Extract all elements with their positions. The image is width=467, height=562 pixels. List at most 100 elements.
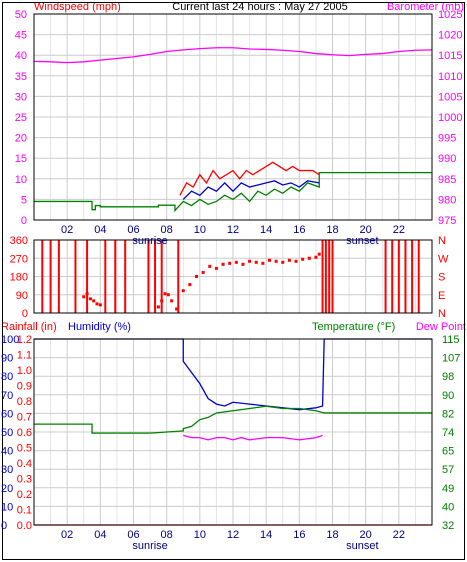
- wind-direction-point: [208, 264, 212, 268]
- barometer-tick-label: 990: [438, 153, 456, 165]
- barometer-tick-label: 1010: [438, 71, 462, 83]
- series-line-dew-point: [183, 434, 323, 441]
- wind-direction-point: [98, 303, 102, 307]
- wind-direction-point: [201, 270, 205, 274]
- windspeed-tick-label: 15: [15, 153, 27, 165]
- hour-tick-label: 04: [94, 529, 106, 541]
- humidity-tick-label: 80: [1, 371, 13, 383]
- temperature-tick-label: 98: [442, 371, 454, 383]
- wind-direction-point: [294, 259, 298, 263]
- humidity-axis-title: Humidity (%): [68, 321, 131, 333]
- windspeed-tick-label: 35: [15, 71, 27, 83]
- rainfall-tick-label: 1.1: [17, 350, 32, 362]
- rainfall-tick-label: 1.2: [17, 334, 32, 346]
- hour-tick-label: 04: [94, 224, 106, 236]
- rainfall-tick-label: 0.1: [17, 505, 32, 517]
- humidity-tick-label: 50: [1, 427, 13, 439]
- wind-direction-point: [175, 307, 179, 311]
- wind-direction-point: [92, 299, 96, 303]
- windspeed-tick-label: 20: [15, 133, 27, 145]
- windspeed-tick-label: 40: [15, 50, 27, 62]
- grid-layer: [34, 13, 432, 526]
- barometer-tick-label: 1020: [438, 30, 462, 42]
- hour-tick-label: 14: [260, 224, 272, 236]
- dew-point-axis-title: Dew Point: [416, 321, 466, 333]
- temperature-tick-label: 40: [442, 501, 454, 513]
- sunrise-label: sunrise: [132, 235, 167, 247]
- panel-frame-bot: [33, 338, 433, 526]
- direction-tick-label: 180: [10, 272, 28, 284]
- barometer-tick-label: 1000: [438, 112, 462, 124]
- rainfall-tick-label: 0.7: [17, 412, 32, 424]
- windspeed-tick-label: 25: [15, 112, 27, 124]
- rainfall-axis-title: Rainfall (in): [1, 321, 57, 333]
- hour-tick-label: 06: [127, 529, 139, 541]
- wind-direction-point: [156, 305, 160, 309]
- barometer-tick-label: 1015: [438, 50, 462, 62]
- series-line-humidity-: [34, 338, 432, 411]
- series-line-temperature-f-: [34, 405, 432, 434]
- wind-direction-point: [301, 257, 305, 261]
- humidity-tick-label: 70: [1, 390, 13, 402]
- barometer-tick-label: 980: [438, 194, 456, 206]
- humidity-tick-label: 30: [1, 464, 13, 476]
- windspeed-tick-label: 5: [21, 194, 27, 206]
- hour-tick-label: 20: [360, 529, 372, 541]
- rainfall-tick-label: 0.9: [17, 381, 32, 393]
- humidity-tick-label: 60: [1, 408, 13, 420]
- humidity-tick-label: 20: [1, 483, 13, 495]
- humidity-tick-label: 0: [1, 520, 7, 532]
- series-line-windspeed: [182, 180, 320, 200]
- panel-frame-top: [33, 13, 433, 221]
- wind-direction-point: [261, 261, 265, 265]
- wind-direction-point: [274, 259, 278, 263]
- wind-direction-point: [267, 258, 271, 262]
- wind-direction-point: [314, 255, 318, 259]
- hour-tick-label: 16: [293, 224, 305, 236]
- hour-tick-label: 08: [161, 224, 173, 236]
- wind-direction-point: [234, 260, 238, 264]
- rainfall-tick-label: 0.5: [17, 443, 32, 455]
- barometer-tick-label: 985: [438, 174, 456, 186]
- hour-tick-label: 14: [260, 529, 272, 541]
- hour-tick-label: 10: [194, 224, 206, 236]
- wind-direction-point: [170, 299, 174, 303]
- hour-tick-label: 06: [127, 224, 139, 236]
- windspeed-axis-title: Windspeed (mph): [34, 1, 121, 13]
- humidity-tick-label: 40: [1, 446, 13, 458]
- temperature-tick-label: 107: [442, 353, 460, 365]
- direction-tick-label: 0: [22, 308, 28, 320]
- wind-direction-point: [195, 275, 199, 278]
- compass-tick-label: E: [438, 290, 445, 302]
- panel-frame-mid: [33, 239, 433, 314]
- rainfall-tick-label: 0.3: [17, 474, 32, 486]
- compass-tick-label: N: [438, 235, 446, 247]
- rainfall-tick-label: 0.0: [17, 520, 32, 532]
- series-line-average-windspeed: [34, 171, 432, 213]
- compass-tick-label: W: [438, 253, 449, 265]
- hour-tick-label: 10: [194, 529, 206, 541]
- rainfall-tick-label: 0.2: [17, 489, 32, 501]
- barometer-tick-label: 975: [438, 215, 456, 227]
- temperature-tick-label: 57: [442, 464, 454, 476]
- rainfall-tick-label: 0.8: [17, 396, 32, 408]
- hour-tick-label: 12: [227, 529, 239, 541]
- barometer-tick-label: 1005: [438, 91, 462, 103]
- wind-direction-point: [163, 292, 167, 296]
- hour-tick-label: 16: [293, 529, 305, 541]
- wind-direction-point: [82, 295, 86, 299]
- wind-direction-point: [287, 258, 291, 262]
- hour-tick-label: 02: [61, 529, 73, 541]
- barometer-tick-label: 995: [438, 133, 456, 145]
- hour-tick-label: 22: [393, 224, 405, 236]
- hour-tick-label: 20: [360, 224, 372, 236]
- temperature-tick-label: 74: [442, 427, 454, 439]
- wind-direction-point: [181, 289, 185, 293]
- rainfall-tick-label: 0.4: [17, 458, 32, 470]
- wind-direction-point: [188, 283, 192, 287]
- temperature-tick-label: 65: [442, 446, 454, 458]
